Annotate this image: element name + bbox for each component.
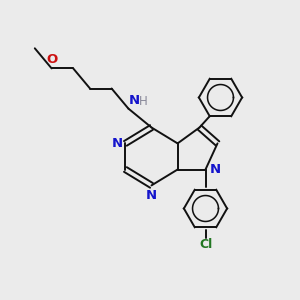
Text: O: O xyxy=(46,53,57,66)
Text: N: N xyxy=(129,94,140,107)
Text: H: H xyxy=(139,95,148,108)
Text: N: N xyxy=(112,137,123,150)
Text: Cl: Cl xyxy=(199,238,212,251)
Text: methoxy: methoxy xyxy=(30,41,55,46)
Text: N: N xyxy=(210,163,221,176)
Text: N: N xyxy=(146,189,157,202)
